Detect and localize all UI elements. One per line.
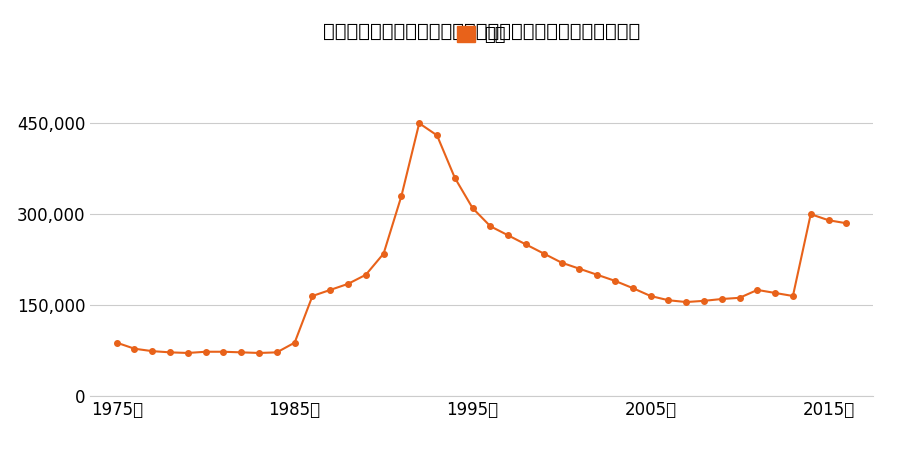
- Title: 愛知県名古屋市北区萩野通２丁目７番１ほか１筆の地価推移: 愛知県名古屋市北区萩野通２丁目７番１ほか１筆の地価推移: [323, 22, 640, 40]
- Legend: 価格: 価格: [450, 19, 513, 52]
